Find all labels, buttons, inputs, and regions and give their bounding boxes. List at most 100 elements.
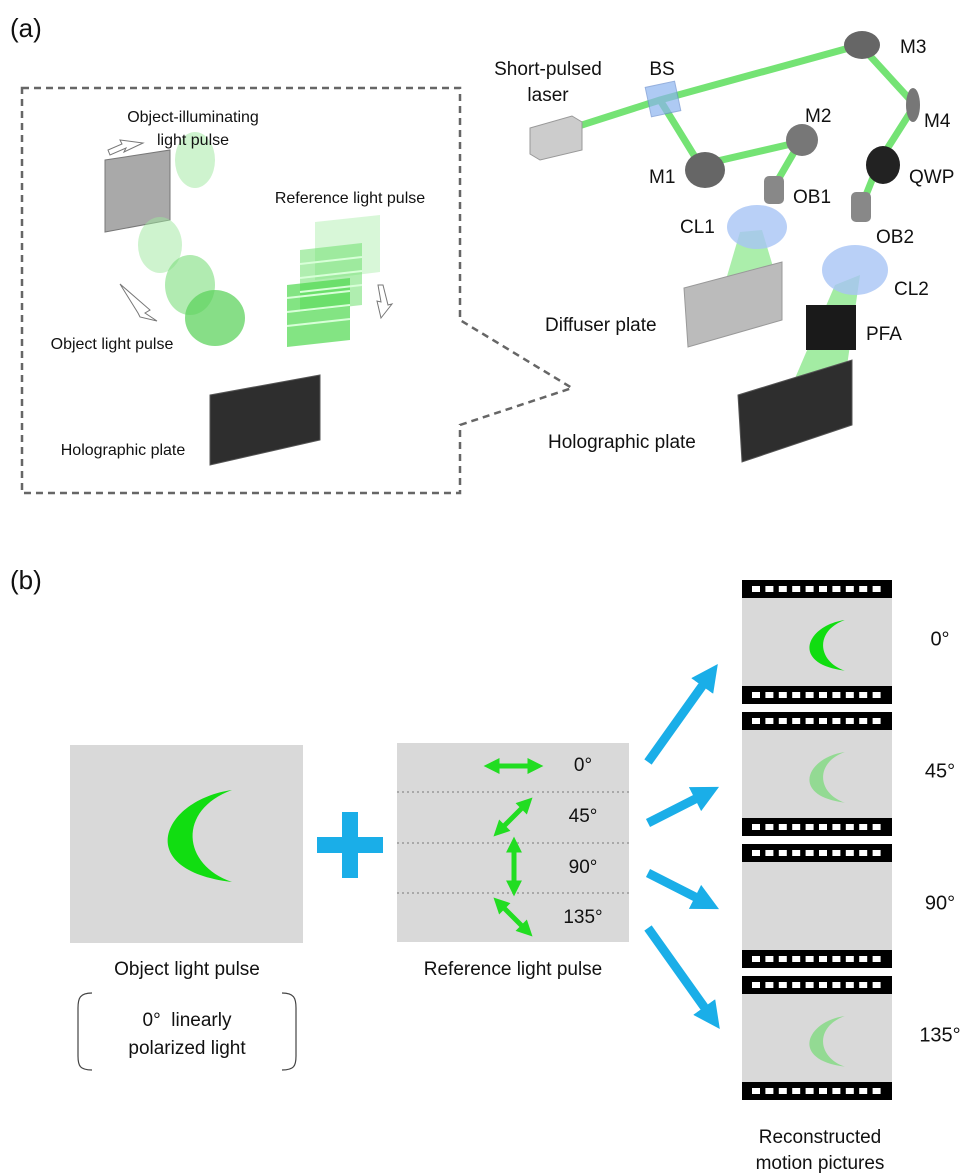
frame-angle-label: 45° — [925, 760, 955, 782]
perforation — [806, 982, 814, 988]
film-border — [742, 686, 892, 704]
caption: Object light pulse — [114, 959, 260, 980]
perforation — [846, 850, 854, 856]
perforation — [859, 586, 867, 592]
perforation — [752, 692, 760, 698]
perforation — [846, 586, 854, 592]
perforation — [752, 586, 760, 592]
perforation — [792, 586, 800, 592]
component-label: Holographic plate — [548, 432, 696, 453]
perforation — [792, 956, 800, 962]
film-border — [742, 976, 892, 994]
output-arrows — [648, 675, 712, 1018]
angle-label: 90° — [569, 857, 598, 878]
perforation — [779, 718, 787, 724]
perforation — [819, 982, 827, 988]
perforation — [792, 692, 800, 698]
perforation — [792, 982, 800, 988]
perforation — [846, 718, 854, 724]
setup-drawing — [530, 31, 920, 462]
component-label: BS — [649, 59, 674, 80]
perforation — [765, 1088, 773, 1094]
frame-angle-label: 90° — [925, 892, 955, 914]
perforation — [806, 718, 814, 724]
perforation — [765, 692, 773, 698]
perforation — [859, 1088, 867, 1094]
perforation — [832, 586, 840, 592]
inset-label: light pulse — [157, 132, 229, 149]
perforation — [832, 982, 840, 988]
perforation — [819, 718, 827, 724]
perforation — [859, 692, 867, 698]
perforation — [832, 692, 840, 698]
perforation — [873, 956, 881, 962]
perforation — [819, 586, 827, 592]
panel-label: (a) — [10, 13, 42, 43]
perforation — [765, 824, 773, 830]
perforation — [792, 1088, 800, 1094]
perforation — [752, 850, 760, 856]
component-label: PFA — [866, 324, 902, 345]
perforation — [792, 824, 800, 830]
angle-label: 45° — [569, 806, 598, 827]
perforation — [859, 850, 867, 856]
perforation — [873, 586, 881, 592]
perforation — [819, 956, 827, 962]
component-label: laser — [527, 85, 569, 106]
perforation — [765, 586, 773, 592]
perforation — [819, 692, 827, 698]
perforation — [765, 718, 773, 724]
perforation — [819, 1088, 827, 1094]
perforation — [846, 1088, 854, 1094]
component-label: OB1 — [793, 187, 831, 208]
perforation — [846, 956, 854, 962]
perforation — [832, 718, 840, 724]
perforation — [846, 824, 854, 830]
perforation — [806, 850, 814, 856]
perforation — [765, 850, 773, 856]
perforation — [792, 850, 800, 856]
perforation — [779, 850, 787, 856]
component-label: M1 — [649, 167, 675, 188]
caption: Reference light pulse — [424, 959, 603, 980]
inset-label: Object-illuminating — [127, 109, 259, 126]
perforation — [779, 982, 787, 988]
perforation — [873, 824, 881, 830]
component-label: M3 — [900, 37, 926, 58]
perforation — [806, 692, 814, 698]
perforation — [859, 718, 867, 724]
perforation — [765, 982, 773, 988]
inset-label: Reference light pulse — [275, 190, 425, 207]
panel-label: (b) — [10, 565, 42, 595]
perforation — [779, 586, 787, 592]
perforation — [819, 824, 827, 830]
angle-label: 135° — [563, 907, 602, 928]
perforation — [873, 692, 881, 698]
perforation — [873, 850, 881, 856]
angle-label: 0° — [574, 755, 592, 776]
perforation — [873, 982, 881, 988]
film-frame — [742, 862, 892, 950]
perforation — [779, 956, 787, 962]
perforation — [752, 956, 760, 962]
perforation — [752, 1088, 760, 1094]
film-border — [742, 818, 892, 836]
perforation — [832, 956, 840, 962]
perforation — [806, 824, 814, 830]
component-label: Diffuser plate — [545, 315, 657, 336]
film-border — [742, 950, 892, 968]
note: 0° linearly — [143, 1010, 232, 1031]
perforation — [846, 692, 854, 698]
figure: (a) Object-illuminating light pulse Refe… — [0, 0, 974, 1175]
perforation — [752, 824, 760, 830]
page: (a) Object-illuminating light pulse Refe… — [0, 0, 974, 1175]
frame-angle-label: 0° — [930, 628, 949, 650]
film-border — [742, 844, 892, 862]
component-label: QWP — [909, 167, 954, 188]
inset-drawing — [105, 132, 392, 465]
perforation — [832, 824, 840, 830]
film-border — [742, 712, 892, 730]
perforation — [806, 1088, 814, 1094]
perforation — [792, 718, 800, 724]
component-label: M2 — [805, 106, 831, 127]
